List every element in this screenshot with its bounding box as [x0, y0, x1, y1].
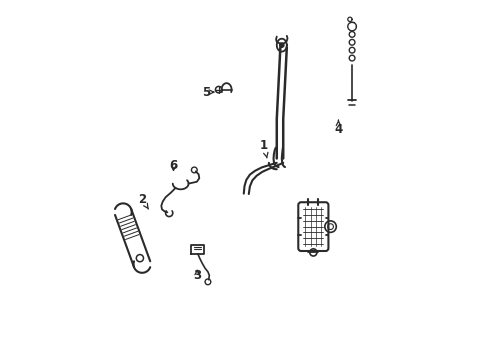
Text: 2: 2	[138, 193, 148, 209]
Text: 3: 3	[193, 269, 201, 282]
Text: 5: 5	[201, 86, 213, 99]
Text: 4: 4	[334, 120, 342, 136]
Text: 6: 6	[169, 159, 177, 172]
Circle shape	[279, 43, 284, 47]
FancyBboxPatch shape	[298, 202, 328, 251]
Text: 1: 1	[260, 139, 268, 158]
